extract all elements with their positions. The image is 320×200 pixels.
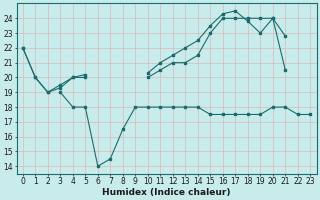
X-axis label: Humidex (Indice chaleur): Humidex (Indice chaleur) — [102, 188, 231, 197]
